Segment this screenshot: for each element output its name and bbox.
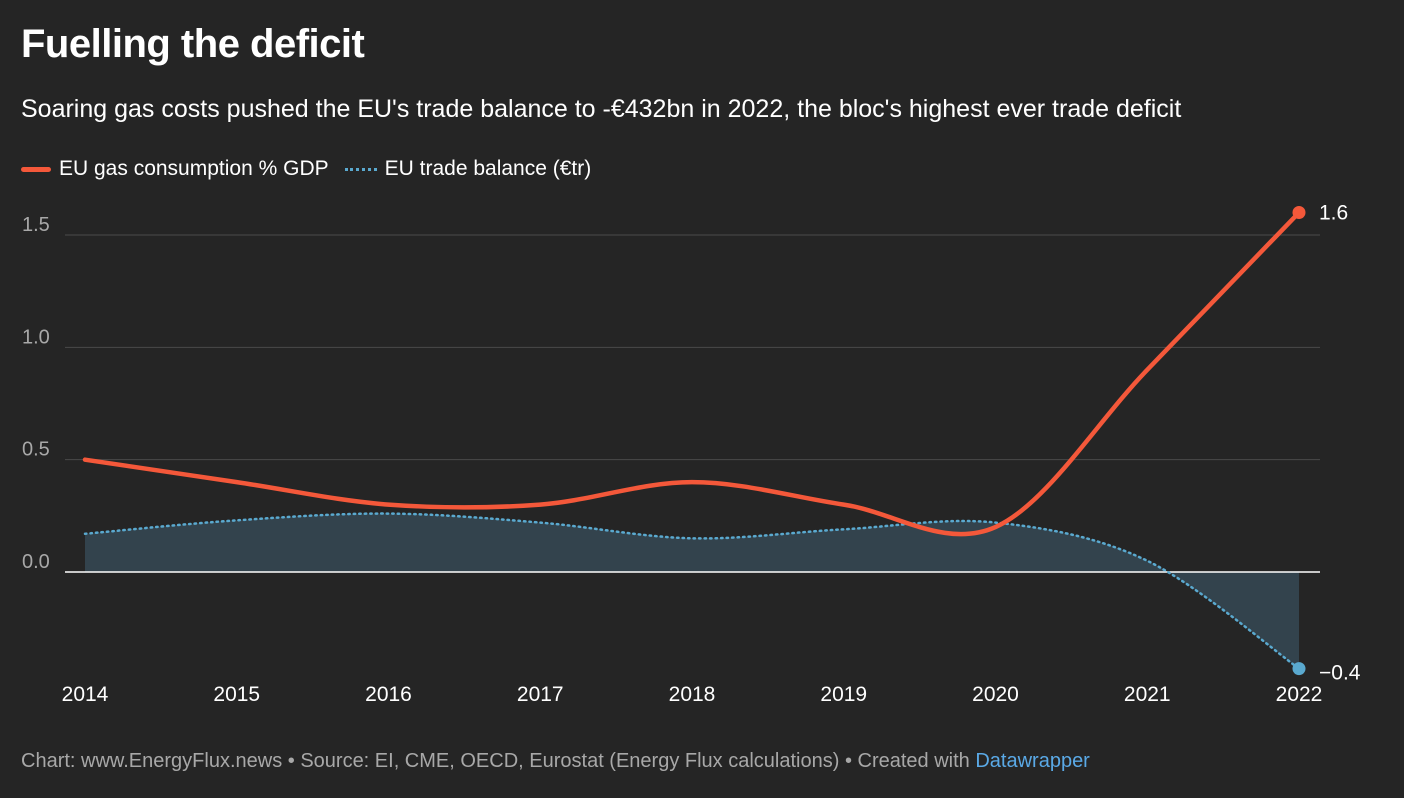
y-tick-label: 0.0 <box>22 551 50 573</box>
x-tick-label: 2014 <box>62 683 109 706</box>
footer-source: Chart: www.EnergyFlux.news • Source: EI,… <box>21 750 976 772</box>
legend-swatch-gas <box>21 166 51 172</box>
gas-end-point <box>1292 206 1306 220</box>
y-tick-label: 1.5 <box>22 214 50 236</box>
legend-item-gas: EU gas consumption % GDP <box>21 157 329 181</box>
trade-balance-line <box>83 512 1301 670</box>
chart-subtitle: Soaring gas costs pushed the EU's trade … <box>21 95 1182 123</box>
gas-end-label: 1.6 <box>1319 202 1348 225</box>
legend-label-gas: EU gas consumption % GDP <box>59 157 329 180</box>
x-tick-label: 2017 <box>517 683 564 706</box>
x-tick-label: 2019 <box>820 683 867 706</box>
chart-footer: Chart: www.EnergyFlux.news • Source: EI,… <box>21 750 1090 773</box>
x-tick-label: 2018 <box>669 683 716 706</box>
legend: EU gas consumption % GDP EU trade balanc… <box>21 154 607 184</box>
trade-end-label: −0.4 <box>1319 662 1361 685</box>
legend-item-trade: EU trade balance (€tr) <box>344 157 592 181</box>
y-tick-label: 1.0 <box>22 326 50 348</box>
datawrapper-link[interactable]: Datawrapper <box>975 750 1090 772</box>
x-tick-label: 2021 <box>1124 683 1171 706</box>
x-tick-label: 2015 <box>213 683 260 706</box>
x-tick-label: 2022 <box>1276 683 1323 706</box>
chart-title: Fuelling the deficit <box>21 22 365 66</box>
x-tick-label: 2020 <box>972 683 1019 706</box>
gas-consumption-line <box>82 210 1302 537</box>
legend-label-trade: EU trade balance (€tr) <box>384 157 592 180</box>
trade-balance-area <box>85 513 1299 669</box>
legend-swatch-trade <box>344 167 377 171</box>
x-tick-label: 2016 <box>365 683 412 706</box>
y-tick-label: 0.5 <box>22 439 50 461</box>
trade-end-point <box>1292 662 1306 676</box>
